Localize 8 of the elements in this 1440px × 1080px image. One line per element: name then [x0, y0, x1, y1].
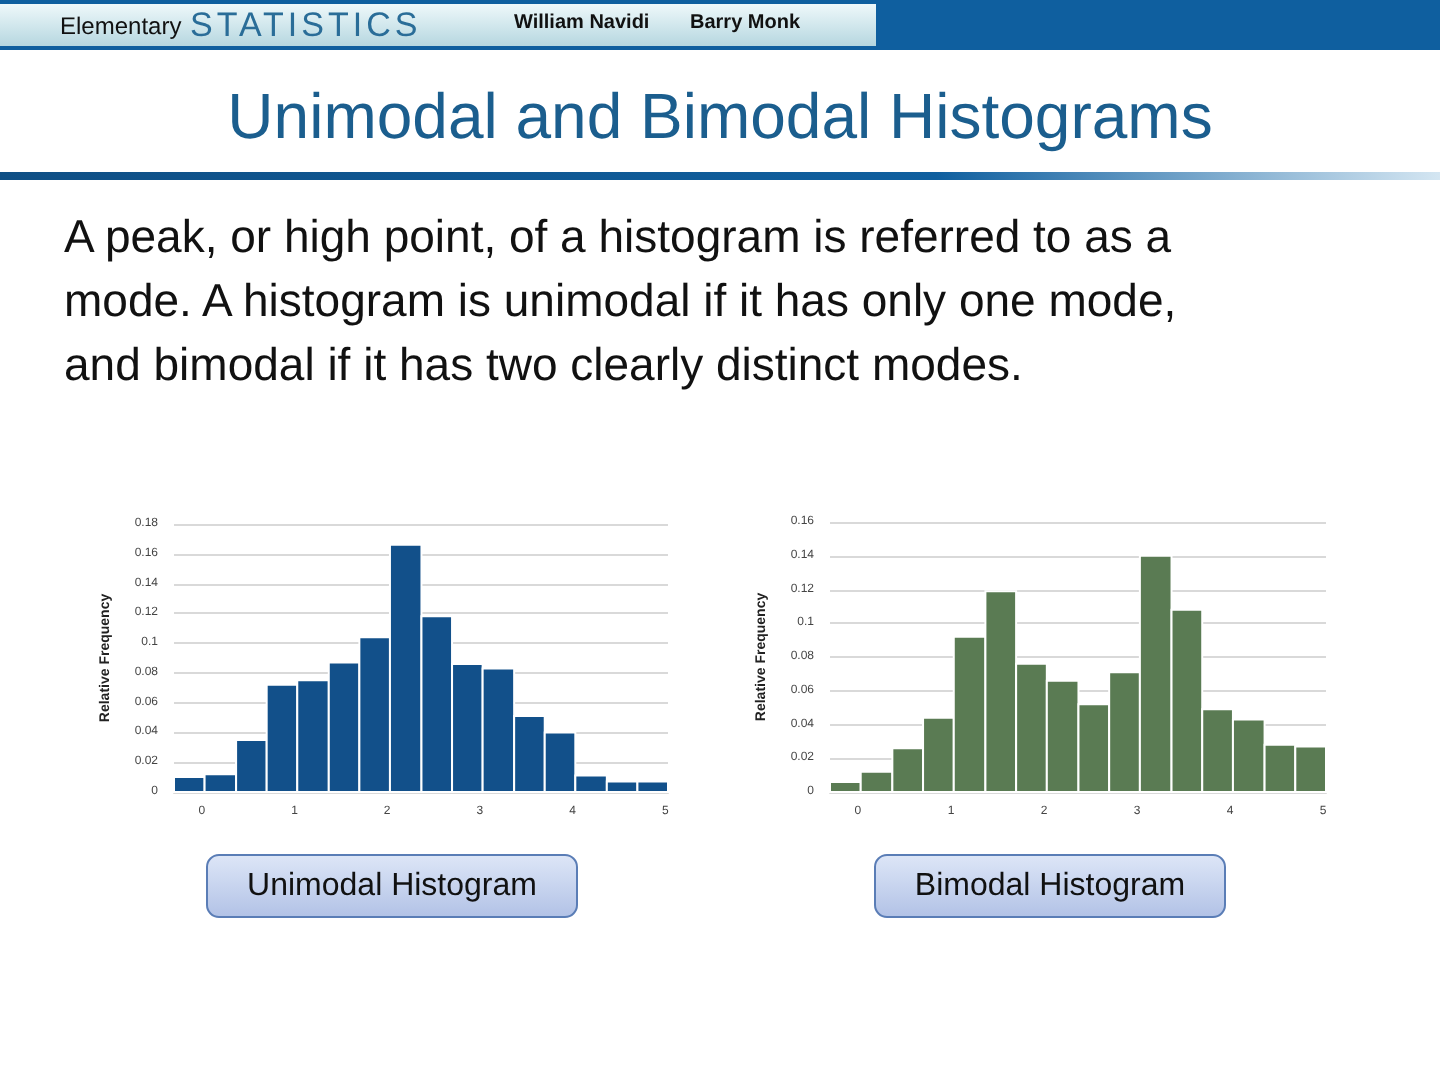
text: Bimodal Histogram: [914, 869, 1186, 903]
text: A peak, or high point, of a histogram is referred to as a mode. A histogram is unimodal if it has only one mode, and bimodal if it has two clearly distinct modes.: [64, 208, 1179, 394]
text: Barry Monk: [690, 12, 801, 34]
text: Elementary: [60, 12, 182, 40]
text: Unimodal and Bimodal Histograms: [225, 80, 1215, 154]
text: Unimodal Histogram: [247, 869, 537, 903]
text: STATISTICS: [190, 6, 422, 46]
text: William Navidi: [514, 12, 650, 34]
